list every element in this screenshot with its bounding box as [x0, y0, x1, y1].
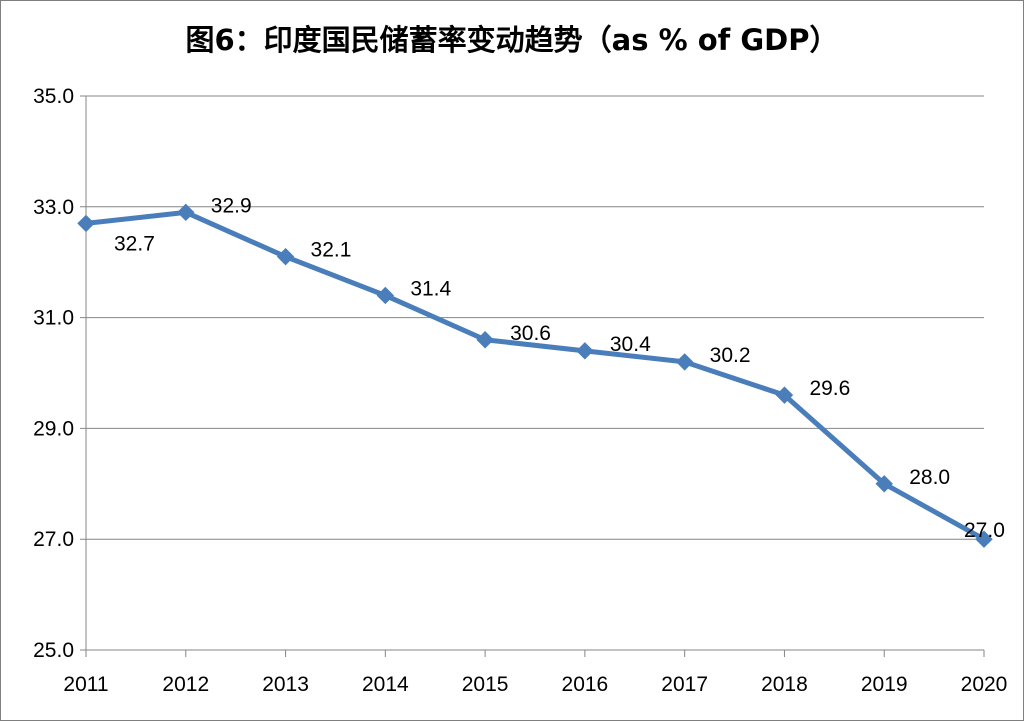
axes — [85, 96, 985, 657]
data-point-marker — [276, 247, 295, 266]
data-point-marker — [177, 203, 195, 222]
x-tick-label: 2020 — [961, 673, 1008, 696]
series-markers — [77, 203, 993, 548]
y-tick-label: 29.0 — [33, 417, 74, 440]
series-line — [83, 209, 987, 542]
y-tick-label: 33.0 — [33, 196, 74, 219]
x-tick-label: 2013 — [262, 673, 309, 696]
data-label: 27.0 — [964, 519, 1005, 542]
x-tick-label: 2015 — [462, 673, 509, 696]
data-labels: 32.7 32.9 32.1 31.4 30.6 30.4 30.2 29.6 28.0 27.0 — [114, 194, 1005, 542]
y-tick-label: 35.0 — [33, 85, 74, 108]
x-tick-labels: 2011 2012 2013 2014 2015 2016 2017 2018 2019 2020 — [63, 673, 1007, 696]
x-tick-label: 2014 — [362, 673, 409, 696]
data-point-marker — [975, 530, 993, 548]
data-label: 28.0 — [909, 466, 950, 489]
grid-lines — [80, 95, 984, 651]
y-tick-label: 31.0 — [33, 307, 74, 330]
data-label: 29.6 — [809, 377, 850, 400]
data-label: 32.7 — [114, 232, 155, 255]
y-tick-label: 27.0 — [33, 528, 74, 551]
data-label: 32.1 — [311, 239, 352, 262]
x-tick-label: 2012 — [162, 673, 209, 696]
data-point-marker — [576, 342, 594, 360]
data-label: 32.9 — [211, 194, 252, 217]
data-point-marker — [476, 331, 494, 349]
x-tick-label: 2018 — [761, 673, 808, 696]
data-point-marker — [376, 286, 395, 305]
y-tick-labels: 25.0 27.0 29.0 31.0 33.0 35.0 — [33, 85, 74, 662]
data-label: 30.4 — [610, 333, 651, 356]
series-line-layer — [83, 209, 987, 542]
data-label: 30.2 — [710, 344, 751, 367]
data-label: 31.4 — [410, 277, 451, 300]
x-tick-label: 2017 — [661, 673, 708, 696]
chart-title: 图6：印度国民储蓄率变动趋势（as % of GDP） — [185, 23, 838, 57]
x-tick-label: 2019 — [861, 673, 908, 696]
data-point-marker — [775, 386, 794, 404]
data-point-marker — [77, 214, 95, 233]
x-tick-label: 2011 — [63, 673, 108, 696]
data-point-marker — [875, 475, 893, 493]
x-tick-label: 2016 — [562, 673, 609, 696]
y-tick-label: 25.0 — [33, 639, 74, 662]
data-label: 30.6 — [510, 322, 551, 345]
data-point-marker — [675, 353, 694, 371]
